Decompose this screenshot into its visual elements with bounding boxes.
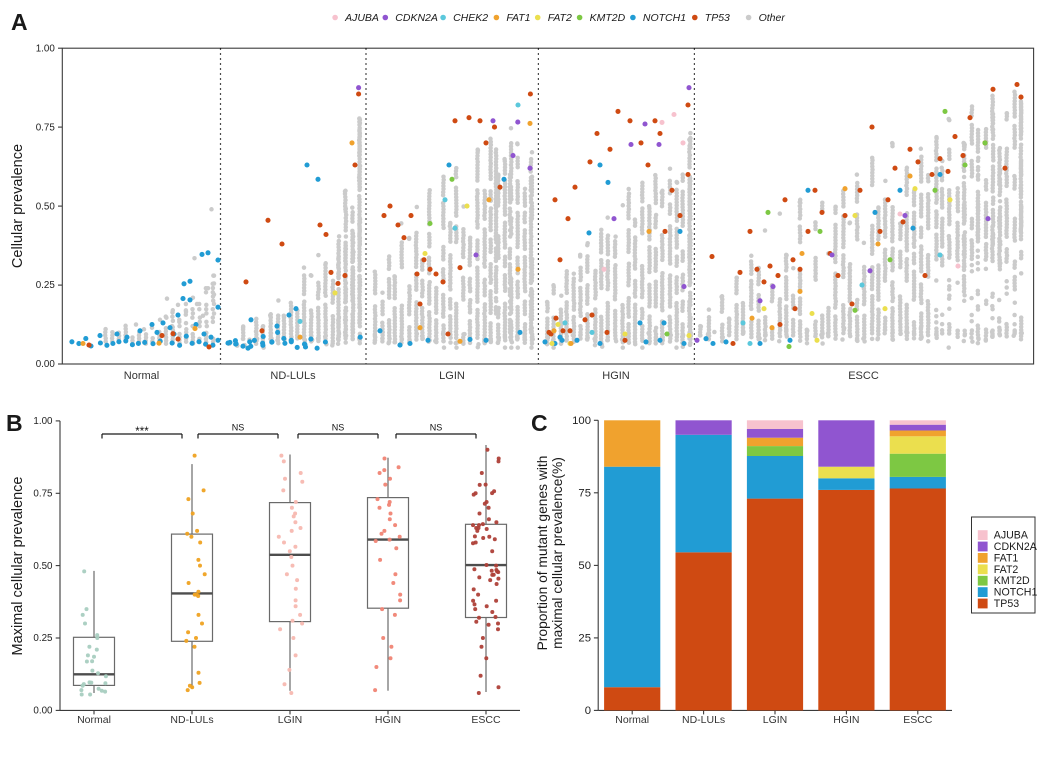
svg-text:FAT1: FAT1 (506, 12, 530, 24)
svg-text:Other: Other (759, 12, 786, 24)
svg-text:LGIN: LGIN (278, 714, 303, 726)
svg-text:A: A (11, 9, 28, 35)
svg-text:TP53: TP53 (705, 12, 730, 24)
svg-text:Proportion of mutant genes wit: Proportion of mutant genes with (535, 456, 550, 651)
svg-text:maximal cellular prevalence(%): maximal cellular prevalence(%) (550, 457, 565, 649)
svg-text:0.00: 0.00 (33, 706, 53, 717)
svg-text:0: 0 (585, 705, 591, 717)
svg-text:0.75: 0.75 (33, 489, 53, 500)
svg-text:CDKN2A: CDKN2A (395, 12, 438, 24)
svg-text:ESCC: ESCC (903, 714, 933, 726)
svg-text:FAT1: FAT1 (994, 552, 1019, 564)
svg-text:LGIN: LGIN (439, 370, 465, 382)
svg-text:NS: NS (332, 423, 345, 433)
svg-text:LGIN: LGIN (763, 714, 788, 726)
svg-text:FAT2: FAT2 (994, 564, 1019, 576)
svg-text:HGIN: HGIN (375, 714, 401, 726)
svg-text:HGIN: HGIN (602, 370, 630, 382)
svg-text:Maximal cellular prevalence: Maximal cellular prevalence (10, 477, 26, 656)
svg-text:1.00: 1.00 (36, 43, 56, 54)
svg-text:0.75: 0.75 (36, 122, 56, 133)
svg-text:50: 50 (578, 560, 591, 572)
svg-text:CHEK2: CHEK2 (453, 12, 488, 24)
svg-text:NS: NS (232, 423, 245, 433)
svg-text:Normal: Normal (124, 370, 159, 382)
svg-text:B: B (6, 410, 23, 436)
svg-text:KMT2D: KMT2D (590, 12, 626, 24)
svg-text:Normal: Normal (77, 714, 111, 726)
svg-text:ND-LULs: ND-LULs (170, 714, 213, 726)
svg-text:1.00: 1.00 (33, 416, 53, 427)
svg-text:CDKN2A: CDKN2A (994, 541, 1038, 553)
svg-text:75: 75 (578, 488, 591, 500)
svg-text:0.50: 0.50 (33, 561, 53, 572)
svg-text:Normal: Normal (615, 714, 649, 726)
svg-text:0.25: 0.25 (36, 280, 56, 291)
svg-text:AJUBA: AJUBA (344, 12, 379, 24)
svg-text:TP53: TP53 (994, 598, 1019, 610)
svg-text:Cellular prevalence: Cellular prevalence (10, 144, 26, 268)
svg-text:ND-LULs: ND-LULs (682, 714, 725, 726)
svg-text:***: *** (135, 426, 149, 438)
svg-text:FAT2: FAT2 (548, 12, 572, 24)
svg-text:ND-LULs: ND-LULs (270, 370, 316, 382)
svg-text:ESCC: ESCC (471, 714, 501, 726)
svg-text:NS: NS (430, 423, 443, 433)
svg-text:0.25: 0.25 (33, 633, 53, 644)
svg-text:100: 100 (572, 415, 591, 427)
svg-text:25: 25 (578, 633, 591, 645)
svg-text:NOTCH1: NOTCH1 (994, 587, 1038, 599)
svg-text:AJUBA: AJUBA (994, 530, 1029, 542)
svg-text:NOTCH1: NOTCH1 (643, 12, 686, 24)
svg-text:HGIN: HGIN (833, 714, 859, 726)
svg-text:0.50: 0.50 (36, 201, 56, 212)
svg-text:C: C (531, 410, 548, 436)
svg-text:KMT2D: KMT2D (994, 575, 1030, 587)
svg-text:ESCC: ESCC (848, 370, 879, 382)
svg-text:0.00: 0.00 (36, 359, 56, 370)
